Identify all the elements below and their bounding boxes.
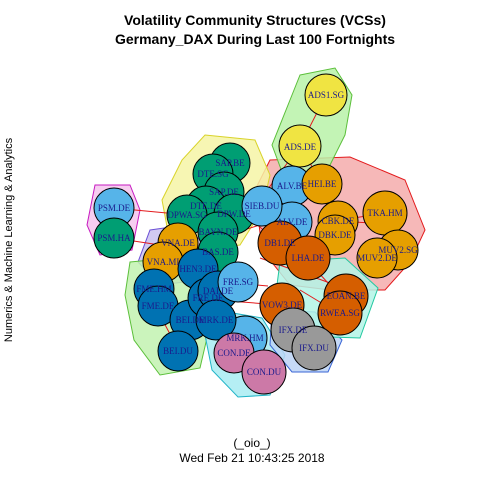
node-circle (317, 290, 363, 336)
footer-signature: (_oio_) (233, 436, 271, 450)
node-circle (304, 73, 348, 117)
node-label: ALV.DE (277, 217, 308, 227)
title-line-2: Germany_DAX During Last 100 Fortnights (114, 31, 396, 47)
chart-title: Volatility Community Structures (VCSs) G… (0, 11, 480, 49)
node-label: MRK.DE (199, 315, 234, 325)
node-circle (217, 261, 259, 303)
node-label: ADS.DE (284, 142, 317, 152)
node-label: SIEB.DU (245, 201, 280, 211)
node-label: ALV.BE (277, 181, 308, 191)
node-label: PSM.DE (98, 203, 131, 213)
node-circle (93, 217, 135, 259)
node-label: FRE.SG (223, 277, 254, 287)
node-label: RWEA.SG (320, 308, 360, 318)
node-circle (195, 299, 237, 341)
node-label: FME.HM (136, 284, 171, 294)
node-label: DTE.DE (190, 201, 222, 211)
node-circle (241, 185, 283, 227)
node-label: MRK.HM (226, 333, 263, 343)
node-label: FRE.DE (193, 293, 224, 303)
side-label: Numerics & Machine Learning & Analytics (3, 137, 15, 343)
node-label: DAI.DE (203, 286, 234, 296)
footer: (_oio_) Wed Feb 21 10:43:25 2018 (0, 436, 480, 466)
node-label: SAP.BE (215, 158, 245, 168)
node-label: VNA.DE (161, 238, 195, 248)
node-label: VOW3.DE (262, 300, 303, 310)
node-circle (157, 330, 199, 372)
node-label: HEN3.DE (179, 264, 217, 274)
node-label: VNA.MI (147, 257, 180, 267)
node-label: SAP.DE (209, 187, 239, 197)
footer-timestamp: Wed Feb 21 10:43:25 2018 (179, 451, 325, 465)
node-label: BEI.DE (176, 315, 205, 325)
node-label: DTE.SG (197, 169, 229, 179)
node-circle (285, 235, 331, 281)
node-circles (93, 73, 419, 395)
node-label: IFX.DU (299, 343, 329, 353)
node-circle (291, 325, 337, 371)
node-label: DB1.DE (264, 238, 296, 248)
node-label: HEI.BE (308, 179, 337, 189)
node-label: FME.DE (142, 301, 175, 311)
node-circle (278, 124, 322, 168)
node-label: DBK.DE (318, 230, 352, 240)
node-label: EOAN.BE (327, 291, 366, 301)
node-label: BAS.DE (202, 247, 234, 257)
node-labels: ADS1.SG ADS.DE SAP.BE DTE.SG SAP.DE DTE.… (97, 90, 418, 377)
node-label: IFX.DE (279, 325, 308, 335)
node-label: MUV2.DE (357, 253, 397, 263)
node-label: TKA.HM (367, 208, 402, 218)
title-line-1: Volatility Community Structures (VCSs) (124, 12, 386, 28)
node-label: CON.DU (247, 367, 282, 377)
node-label: ADS1.SG (308, 90, 345, 100)
node-label: BEI.DU (163, 346, 193, 356)
node-label: LHA.DE (292, 253, 325, 263)
node-label: DPW.DE (217, 209, 251, 219)
node-label: BAYN.DE (199, 227, 238, 237)
node-circle (301, 163, 343, 205)
node-circle (241, 349, 287, 395)
node-label: CBK.DE (322, 216, 355, 226)
node-label: MUV2.SG (378, 245, 418, 255)
node-label: PSM.HA (97, 233, 131, 243)
node-circle (356, 237, 398, 279)
node-label: DPWA.SG (167, 210, 207, 220)
node-label: CON.DE (217, 348, 251, 358)
